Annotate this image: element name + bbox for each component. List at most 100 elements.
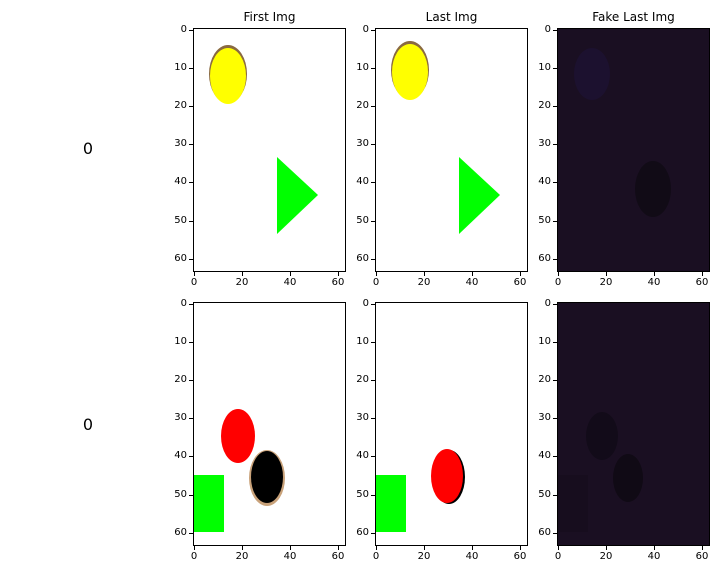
y-tick-label: 60: [356, 253, 369, 264]
y-tick-mark: [189, 106, 193, 107]
x-tick-label: 40: [647, 277, 661, 288]
y-tick-mark: [189, 495, 193, 496]
x-tick-label: 60: [331, 277, 345, 288]
y-tick-label: 50: [174, 215, 187, 226]
y-tick-label: 20: [356, 100, 369, 111]
x-tick-label: 0: [372, 277, 380, 288]
green-rectangle: [376, 475, 406, 532]
x-tick-label: 20: [599, 551, 613, 562]
y-tick-mark: [553, 418, 557, 419]
y-tick-label: 30: [356, 138, 369, 149]
y-tick-mark: [553, 259, 557, 260]
fake-red-blob: [586, 412, 618, 460]
y-tick-label: 20: [538, 100, 551, 111]
x-tick-label: 40: [465, 277, 479, 288]
y-tick-mark: [553, 144, 557, 145]
y-tick-mark: [371, 304, 375, 305]
x-tick-mark: [520, 546, 521, 550]
y-tick-label: 0: [544, 24, 551, 35]
panel-r2-fake: [557, 302, 710, 546]
y-tick-label: 30: [174, 138, 187, 149]
y-tick-mark: [189, 30, 193, 31]
y-tick-label: 40: [356, 450, 369, 461]
yellow-ball: [210, 48, 246, 104]
y-tick-mark: [189, 304, 193, 305]
red-ball: [431, 449, 463, 503]
col-title-last: Last Img: [425, 10, 478, 24]
panel-r1-last: [375, 28, 528, 272]
x-tick-mark: [290, 546, 291, 550]
panel-r2-last: [375, 302, 528, 546]
y-tick-mark: [371, 106, 375, 107]
y-tick-label: 0: [362, 24, 369, 35]
fake-rect-blob: [558, 475, 588, 532]
y-tick-label: 20: [174, 100, 187, 111]
panel-r2-first: [193, 302, 346, 546]
x-tick-mark: [702, 272, 703, 276]
y-tick-mark: [371, 456, 375, 457]
fake-ball-blob: [574, 48, 610, 100]
y-tick-mark: [371, 380, 375, 381]
x-tick-mark: [242, 546, 243, 550]
y-tick-label: 60: [356, 527, 369, 538]
x-tick-mark: [290, 272, 291, 276]
x-tick-label: 40: [283, 277, 297, 288]
y-tick-label: 20: [356, 374, 369, 385]
x-tick-mark: [338, 546, 339, 550]
black-ball: [251, 451, 283, 503]
y-tick-mark: [371, 418, 375, 419]
x-tick-label: 40: [283, 551, 297, 562]
x-tick-label: 60: [695, 551, 709, 562]
x-tick-mark: [194, 272, 195, 276]
x-tick-mark: [424, 272, 425, 276]
x-tick-mark: [702, 546, 703, 550]
y-tick-mark: [189, 418, 193, 419]
y-tick-mark: [553, 533, 557, 534]
x-tick-mark: [376, 546, 377, 550]
x-tick-label: 20: [235, 551, 249, 562]
x-tick-label: 0: [554, 277, 562, 288]
y-tick-label: 40: [174, 450, 187, 461]
y-tick-mark: [371, 221, 375, 222]
y-tick-label: 30: [538, 138, 551, 149]
y-tick-label: 50: [538, 215, 551, 226]
y-tick-mark: [371, 30, 375, 31]
x-tick-mark: [654, 272, 655, 276]
y-tick-label: 50: [356, 215, 369, 226]
y-tick-mark: [553, 304, 557, 305]
y-tick-label: 50: [356, 489, 369, 500]
x-tick-mark: [472, 272, 473, 276]
y-tick-mark: [189, 221, 193, 222]
x-tick-mark: [194, 546, 195, 550]
x-tick-mark: [338, 272, 339, 276]
y-tick-label: 30: [538, 412, 551, 423]
y-tick-mark: [189, 68, 193, 69]
y-tick-label: 10: [538, 336, 551, 347]
fake-triangle-blob: [635, 161, 671, 217]
x-tick-label: 40: [647, 551, 661, 562]
x-tick-mark: [558, 272, 559, 276]
y-tick-mark: [553, 30, 557, 31]
y-tick-label: 0: [544, 298, 551, 309]
x-tick-label: 20: [417, 277, 431, 288]
y-tick-mark: [553, 106, 557, 107]
x-tick-label: 40: [465, 551, 479, 562]
x-tick-mark: [606, 546, 607, 550]
y-tick-label: 10: [356, 62, 369, 73]
y-tick-mark: [371, 259, 375, 260]
y-tick-mark: [189, 144, 193, 145]
y-tick-mark: [371, 182, 375, 183]
y-tick-label: 40: [356, 176, 369, 187]
col-title-fake: Fake Last Img: [592, 10, 675, 24]
y-tick-mark: [553, 182, 557, 183]
x-tick-label: 0: [190, 277, 198, 288]
y-tick-mark: [189, 456, 193, 457]
y-tick-label: 10: [174, 336, 187, 347]
yellow-ball: [392, 44, 428, 100]
x-tick-label: 20: [599, 277, 613, 288]
y-tick-mark: [553, 342, 557, 343]
x-tick-label: 60: [513, 551, 527, 562]
row-label-2: 0: [82, 415, 94, 434]
y-tick-mark: [189, 259, 193, 260]
y-tick-mark: [371, 68, 375, 69]
